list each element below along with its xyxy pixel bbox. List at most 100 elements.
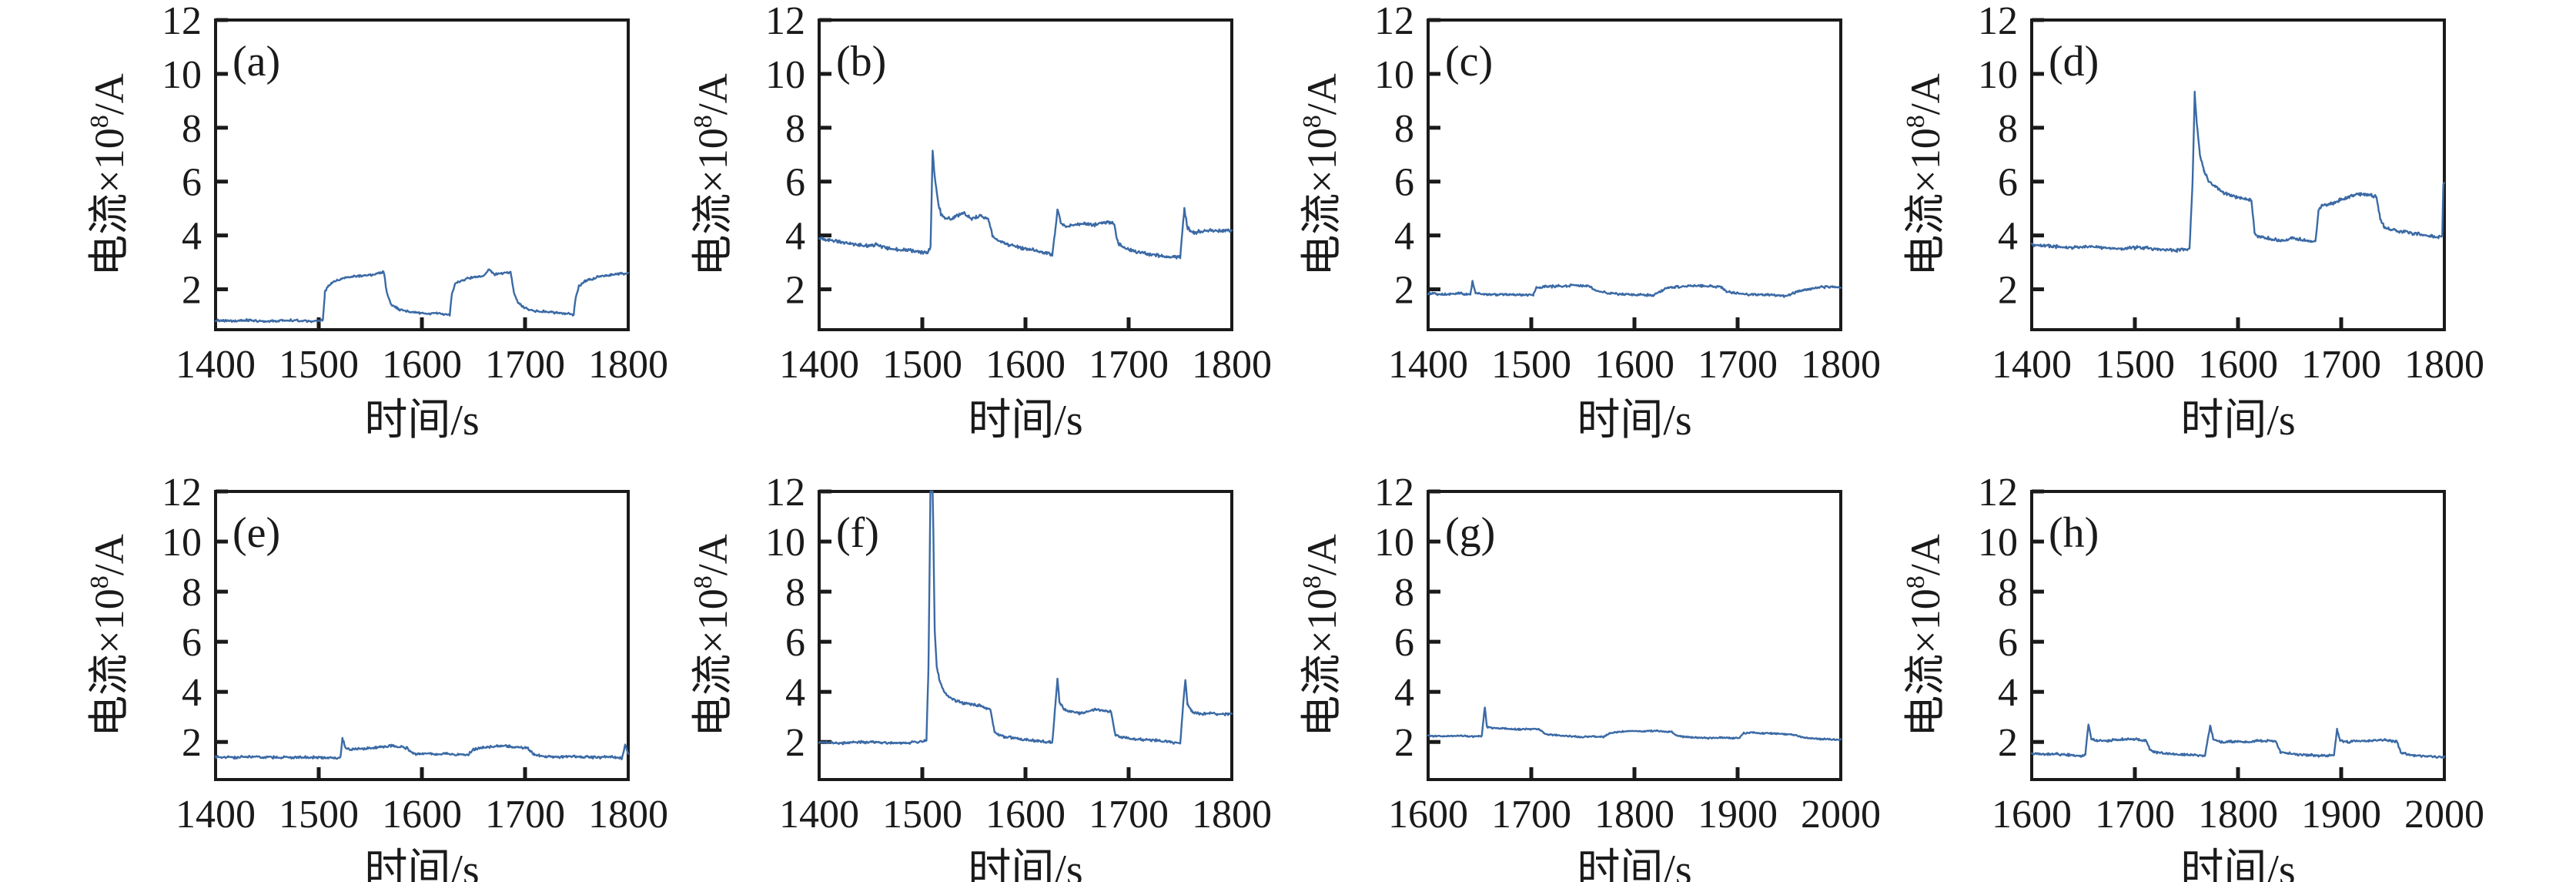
y-axis-label: 电流×108/A bbox=[1902, 73, 1949, 276]
current-trace bbox=[2030, 723, 2446, 759]
x-tick-label: 1600 bbox=[2198, 343, 2278, 387]
x-tick-label: 1900 bbox=[1698, 793, 1778, 837]
y-axis-label: 电流×108/A bbox=[689, 73, 736, 276]
y-axis-label: 电流×108/A bbox=[85, 73, 132, 276]
x-tick-label: 1600 bbox=[985, 343, 1066, 387]
subplot-f: 1400 1500 1600 1700 1800 2 4 6 8 10 12 (f) 时间/s 电流×10… bbox=[689, 471, 1272, 882]
y-tick-label: 8 bbox=[1998, 107, 2018, 151]
y-tick-label: 10 bbox=[1978, 53, 2018, 97]
current-trace bbox=[818, 490, 1233, 746]
y-tick-label: 2 bbox=[785, 269, 805, 313]
x-tick-label: 1800 bbox=[2404, 343, 2484, 387]
y-tick-label: 2 bbox=[1394, 721, 1414, 765]
x-axis-label: 时间/s bbox=[364, 397, 479, 444]
y-tick-label: 2 bbox=[1998, 269, 2018, 313]
panel-label: (f) bbox=[836, 509, 879, 557]
x-tick-label: 1500 bbox=[2095, 343, 2175, 387]
y-tick-label: 8 bbox=[1998, 571, 2018, 615]
x-tick-label: 1500 bbox=[1491, 343, 1571, 387]
y-tick-label: 2 bbox=[1394, 269, 1414, 313]
y-tick-label: 10 bbox=[765, 521, 805, 565]
plot-frame bbox=[818, 490, 1233, 781]
y-tick-label: 12 bbox=[1978, 471, 2018, 515]
x-tick-label: 1800 bbox=[1594, 793, 1674, 837]
y-axis-label: 电流×108/A bbox=[85, 534, 132, 736]
x-tick-label: 1600 bbox=[382, 793, 462, 837]
y-tick-label: 12 bbox=[1374, 471, 1414, 515]
current-trace bbox=[818, 149, 1233, 260]
x-tick-label: 1800 bbox=[588, 343, 668, 387]
y-tick-label: 4 bbox=[785, 215, 805, 259]
y-tick-label: 4 bbox=[1998, 671, 2018, 715]
x-tick-label: 1800 bbox=[2198, 793, 2278, 837]
y-tick-label: 10 bbox=[1978, 521, 2018, 565]
y-tick-label: 8 bbox=[785, 571, 805, 615]
x-tick-label: 1600 bbox=[1388, 793, 1468, 837]
y-tick-label: 4 bbox=[785, 671, 805, 715]
x-tick-label: 1400 bbox=[1992, 343, 2072, 387]
panel-label: (b) bbox=[836, 38, 886, 86]
y-tick-label: 4 bbox=[1394, 215, 1414, 259]
subplot-a: 1400 1500 1600 1700 1800 2 4 6 8 10 12 (a) 时间/s 电流×10… bbox=[85, 0, 668, 444]
subplot-e: 1400 1500 1600 1700 1800 2 4 6 8 10 12 (e) 时间/s 电流×10… bbox=[85, 471, 668, 882]
x-tick-label: 1600 bbox=[382, 343, 462, 387]
x-tick-label: 1600 bbox=[1992, 793, 2072, 837]
y-tick-label: 4 bbox=[182, 215, 202, 259]
y-tick-label: 10 bbox=[1374, 53, 1414, 97]
x-tick-label: 1700 bbox=[1089, 793, 1169, 837]
y-tick-label: 6 bbox=[1998, 621, 2018, 665]
y-axis-label: 电流×108/A bbox=[1298, 73, 1345, 276]
x-tick-label: 1700 bbox=[485, 793, 565, 837]
x-tick-label: 1800 bbox=[1192, 793, 1272, 837]
current-trace bbox=[2030, 90, 2446, 253]
y-tick-label: 8 bbox=[1394, 571, 1414, 615]
y-tick-label: 2 bbox=[785, 721, 805, 765]
x-tick-label: 1700 bbox=[1698, 343, 1778, 387]
y-tick-label: 12 bbox=[765, 471, 805, 515]
y-tick-label: 2 bbox=[1998, 721, 2018, 765]
subplot-b: 1400 1500 1600 1700 1800 2 4 6 8 10 12 (b) 时间/s 电流×10… bbox=[689, 0, 1272, 444]
x-tick-label: 1800 bbox=[588, 793, 668, 837]
panel-label: (a) bbox=[233, 38, 280, 86]
x-tick-label: 1400 bbox=[176, 343, 256, 387]
y-tick-label: 8 bbox=[1394, 107, 1414, 151]
x-tick-label: 1500 bbox=[882, 343, 962, 387]
y-axis-label: 电流×108/A bbox=[1902, 534, 1949, 736]
x-tick-label: 1500 bbox=[279, 343, 359, 387]
x-tick-label: 1700 bbox=[485, 343, 565, 387]
y-tick-label: 6 bbox=[182, 161, 202, 205]
y-tick-label: 10 bbox=[1374, 521, 1414, 565]
x-tick-label: 2000 bbox=[1801, 793, 1881, 837]
x-tick-label: 1700 bbox=[2301, 343, 2381, 387]
y-tick-label: 6 bbox=[182, 621, 202, 665]
x-tick-label: 1400 bbox=[1388, 343, 1468, 387]
x-tick-label: 1400 bbox=[779, 343, 859, 387]
x-axis-label: 时间/s bbox=[968, 847, 1082, 882]
x-tick-label: 1500 bbox=[882, 793, 962, 837]
y-tick-label: 10 bbox=[162, 521, 202, 565]
y-tick-label: 8 bbox=[182, 107, 202, 151]
x-tick-label: 1900 bbox=[2301, 793, 2381, 837]
y-tick-label: 2 bbox=[182, 269, 202, 313]
x-tick-label: 1800 bbox=[1192, 343, 1272, 387]
y-tick-label: 6 bbox=[785, 161, 805, 205]
x-tick-label: 1700 bbox=[1089, 343, 1169, 387]
x-tick-label: 1500 bbox=[279, 793, 359, 837]
y-tick-label: 6 bbox=[1998, 161, 2018, 205]
y-tick-label: 10 bbox=[765, 53, 805, 97]
x-axis-label: 时间/s bbox=[1577, 847, 1691, 882]
current-trace bbox=[1427, 706, 1842, 741]
x-tick-label: 1700 bbox=[1491, 793, 1571, 837]
y-tick-label: 2 bbox=[182, 721, 202, 765]
y-tick-label: 4 bbox=[182, 671, 202, 715]
y-tick-label: 12 bbox=[765, 0, 805, 43]
subplot-d: 1400 1500 1600 1700 1800 2 4 6 8 10 12 (d) 时间/s 电流×10… bbox=[1902, 0, 2484, 444]
y-tick-label: 8 bbox=[182, 571, 202, 615]
y-axis-label: 电流×108/A bbox=[689, 534, 736, 736]
panel-label: (c) bbox=[1445, 38, 1493, 86]
panel-label: (g) bbox=[1445, 509, 1495, 557]
panel-label: (e) bbox=[233, 509, 280, 557]
panel-label: (d) bbox=[2049, 38, 2099, 86]
y-tick-label: 12 bbox=[1978, 0, 2018, 43]
